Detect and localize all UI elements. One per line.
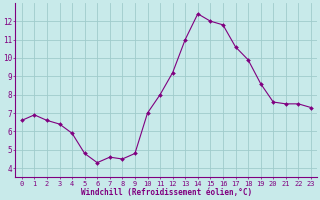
X-axis label: Windchill (Refroidissement éolien,°C): Windchill (Refroidissement éolien,°C) — [81, 188, 252, 197]
